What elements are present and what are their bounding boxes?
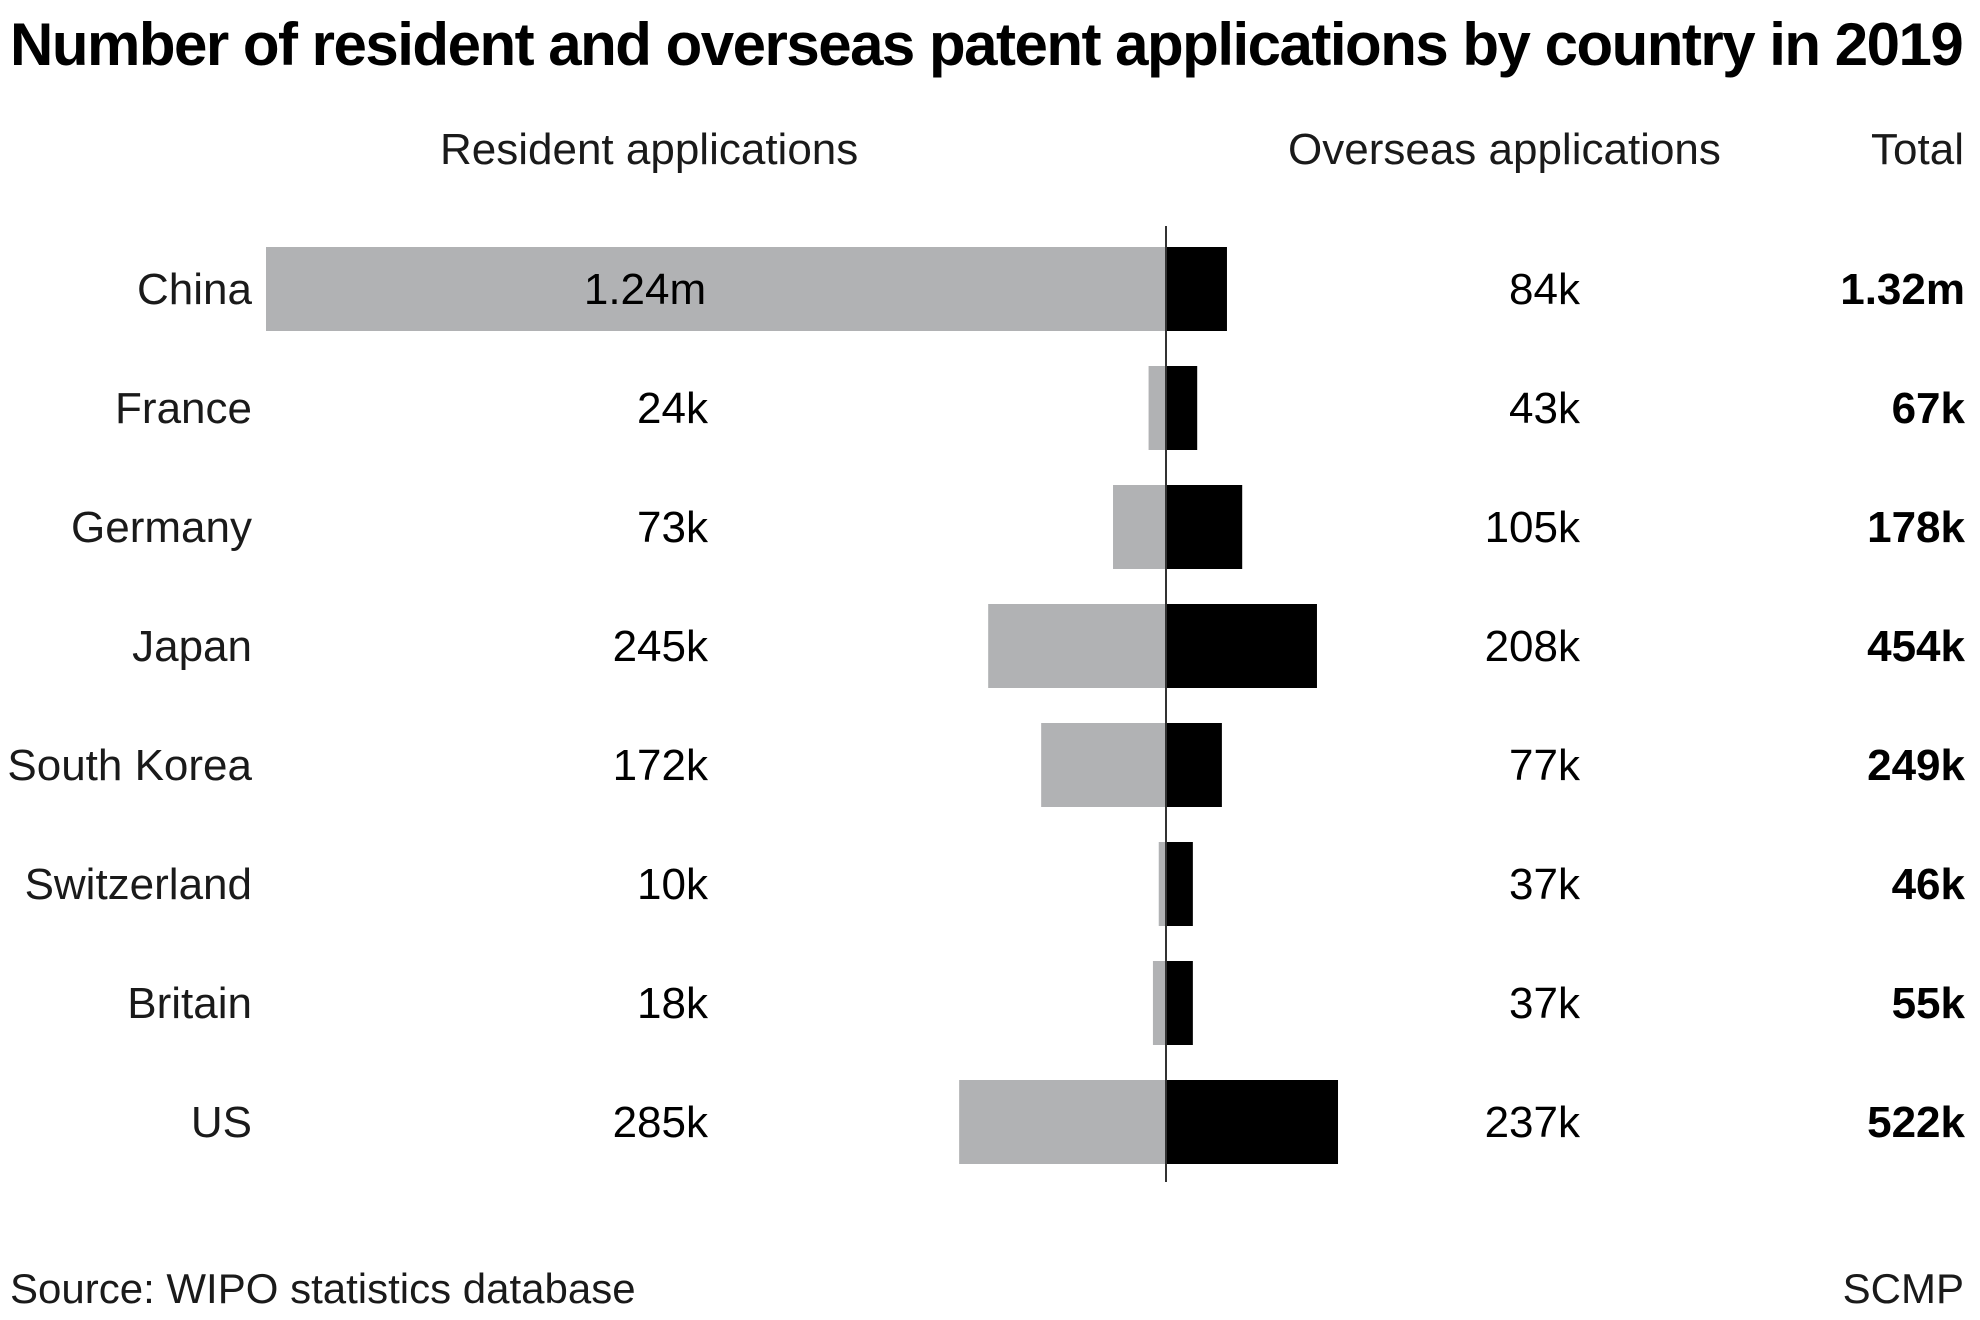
- resident-value-label: 285k: [613, 1098, 709, 1147]
- overseas-bar: [1166, 485, 1243, 569]
- category-label: Japan: [132, 622, 252, 671]
- resident-bar: [1041, 723, 1166, 807]
- resident-value-label: 1.24m: [584, 265, 706, 314]
- total-value-label: 55k: [1892, 979, 1966, 1028]
- total-column-header: Total: [1871, 125, 1964, 174]
- overseas-bar: [1166, 604, 1317, 688]
- resident-value-label: 10k: [637, 860, 709, 909]
- category-label: US: [191, 1098, 252, 1147]
- total-value-label: 454k: [1867, 622, 1965, 671]
- source-note: Source: WIPO statistics database: [10, 1265, 636, 1312]
- overseas-bar: [1166, 723, 1222, 807]
- overseas-value-label: 77k: [1509, 741, 1581, 790]
- resident-value-label: 18k: [637, 979, 709, 1028]
- resident-bar: [1148, 366, 1166, 450]
- overseas-value-label: 237k: [1485, 1098, 1581, 1147]
- resident-value-label: 245k: [613, 622, 709, 671]
- overseas-column-header: Overseas applications: [1288, 125, 1721, 174]
- overseas-bar: [1166, 961, 1193, 1045]
- overseas-value-label: 105k: [1485, 503, 1581, 552]
- total-value-label: 67k: [1892, 384, 1966, 433]
- total-value-label: 249k: [1867, 741, 1965, 790]
- category-label: France: [115, 384, 252, 433]
- overseas-value-label: 43k: [1509, 384, 1581, 433]
- resident-bar: [988, 604, 1166, 688]
- overseas-bar: [1166, 247, 1227, 331]
- overseas-bar: [1166, 1080, 1339, 1164]
- resident-value-label: 73k: [637, 503, 709, 552]
- total-value-label: 46k: [1892, 860, 1966, 909]
- overseas-value-label: 208k: [1485, 622, 1581, 671]
- resident-bar: [959, 1080, 1166, 1164]
- resident-bar: [1158, 842, 1166, 926]
- resident-bar: [1152, 961, 1166, 1045]
- resident-value-label: 24k: [637, 384, 709, 433]
- category-label: Germany: [71, 503, 252, 552]
- resident-bar: [1113, 485, 1166, 569]
- total-value-label: 178k: [1867, 503, 1965, 552]
- overseas-bar: [1166, 366, 1198, 450]
- category-label: Switzerland: [25, 860, 252, 909]
- publisher-credit: SCMP: [1842, 1265, 1964, 1312]
- overseas-value-label: 84k: [1509, 265, 1581, 314]
- resident-value-label: 172k: [613, 741, 709, 790]
- category-label: China: [137, 265, 252, 314]
- category-label: Britain: [127, 979, 252, 1028]
- total-value-label: 522k: [1867, 1098, 1965, 1147]
- resident-bar: [266, 247, 1166, 331]
- resident-column-header: Resident applications: [440, 125, 859, 174]
- total-value-label: 1.32m: [1840, 265, 1965, 314]
- overseas-value-label: 37k: [1509, 979, 1581, 1028]
- chart-title: Number of resident and overseas patent a…: [10, 11, 1964, 78]
- overseas-value-label: 37k: [1509, 860, 1581, 909]
- overseas-bar: [1166, 842, 1193, 926]
- category-label: South Korea: [7, 741, 252, 790]
